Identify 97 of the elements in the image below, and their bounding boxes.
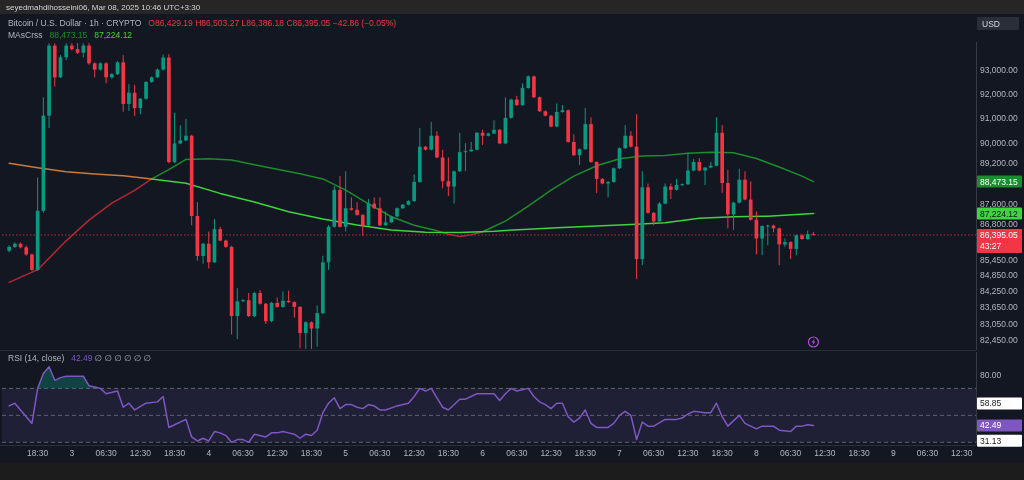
y-tick-label: 91,000.00 bbox=[980, 113, 1019, 124]
candlestick bbox=[452, 170, 456, 205]
chart-subtitle: O86,429.19 H86,503.27 L86,386.18 C86,395.05 −42.86 (−0.05%) bbox=[148, 18, 397, 28]
x-tick-label: 12:30 bbox=[129, 448, 152, 458]
candlestick bbox=[572, 133, 576, 157]
y-tick-label: 80.00 bbox=[980, 369, 1002, 380]
line-series bbox=[150, 178, 815, 234]
candlestick bbox=[737, 168, 742, 204]
chart-subtitle: 42.49 ∅ ∅ ∅ ∅ ∅ ∅ bbox=[71, 353, 152, 363]
x-tick-label: 12:30 bbox=[814, 448, 836, 458]
chart-title: RSI (14, close) bbox=[8, 353, 65, 363]
y-tick-label: 42.49 bbox=[980, 420, 1002, 431]
y-tick-label: 88,473.15 bbox=[980, 176, 1019, 187]
y-tick-label: 83,050.00 bbox=[980, 318, 1019, 329]
candlestick bbox=[623, 124, 628, 150]
x-tick-label: 06:30 bbox=[506, 448, 528, 458]
x-tick-label: 06:30 bbox=[779, 448, 802, 458]
y-axis-title: USD bbox=[982, 18, 1000, 29]
candlestick bbox=[104, 61, 108, 84]
candlestick bbox=[178, 124, 183, 145]
candlestick bbox=[355, 201, 359, 217]
candlestick bbox=[703, 166, 707, 186]
y-tick-label: 82,450.00 bbox=[980, 334, 1019, 345]
x-tick-label: 06:30 bbox=[95, 448, 118, 458]
x-tick-label: 4 bbox=[206, 448, 212, 458]
candlestick bbox=[686, 152, 690, 186]
x-tick-label: 18:30 bbox=[574, 448, 597, 458]
candlestick bbox=[87, 42, 91, 66]
candlestick bbox=[70, 42, 74, 51]
candlestick bbox=[446, 156, 451, 197]
x-tick-label: 06:30 bbox=[369, 448, 391, 458]
y-tick-label: 90,000.00 bbox=[980, 138, 1019, 149]
y-tick-label: 58.85 bbox=[980, 398, 1002, 409]
x-tick-label: 06:30 bbox=[643, 448, 665, 458]
candlestick bbox=[429, 121, 434, 151]
x-tick-label: 18:30 bbox=[848, 448, 870, 458]
candlestick bbox=[201, 242, 205, 265]
x-tick-label: 3 bbox=[69, 448, 75, 458]
chart-title: Bitcoin / U.S. Dollar · 1h · CRYPTO bbox=[8, 18, 142, 28]
x-tick-label: 12:30 bbox=[540, 448, 562, 458]
x-tick-label: 18:30 bbox=[163, 448, 186, 458]
candlestick bbox=[680, 182, 685, 187]
candlestick bbox=[315, 304, 319, 348]
y-tick-label: 87,600.00 bbox=[980, 198, 1019, 209]
x-tick-label: 5 bbox=[343, 448, 349, 458]
candlestick bbox=[184, 118, 188, 142]
x-tick-label: 06:30 bbox=[916, 448, 939, 458]
x-tick-label: 18:30 bbox=[437, 448, 460, 458]
candlestick bbox=[435, 130, 439, 159]
legend-title: MAsCrss bbox=[8, 30, 43, 40]
candlestick bbox=[343, 170, 348, 232]
ref-line-label: 86,395.05 43:27 bbox=[980, 229, 1019, 251]
x-tick-label: 7 bbox=[617, 448, 623, 458]
y-tick-label: 86,800.00 bbox=[980, 219, 1019, 230]
x-tick-label: 12:30 bbox=[951, 448, 973, 458]
candlestick bbox=[760, 224, 764, 256]
candlestick bbox=[748, 180, 753, 222]
line-series bbox=[8, 366, 815, 444]
candlestick bbox=[127, 83, 131, 112]
x-tick-label: 06:30 bbox=[232, 448, 254, 458]
text: 87,224.12 bbox=[94, 30, 133, 40]
y-tick-label: 84,250.00 bbox=[980, 286, 1019, 297]
candlestick bbox=[765, 224, 770, 246]
candlestick bbox=[743, 170, 747, 201]
candlestick bbox=[303, 320, 308, 350]
candlestick bbox=[235, 287, 240, 340]
line-series bbox=[150, 157, 438, 232]
candlestick bbox=[281, 290, 285, 309]
y-tick-label: 85,450.00 bbox=[980, 254, 1019, 265]
x-tick-label: 12:30 bbox=[403, 448, 426, 458]
x-tick-label: 6 bbox=[480, 448, 486, 458]
text: seyedmahdihosseini06, Mar 08, 2025 10:46 UTC+3:30 bbox=[6, 3, 201, 12]
candlestick bbox=[264, 302, 268, 325]
y-tick-label: 31.13 bbox=[980, 435, 1002, 446]
candlestick bbox=[457, 132, 462, 173]
candlestick bbox=[144, 80, 148, 101]
candlestick bbox=[349, 196, 354, 212]
x-tick-label: 12:30 bbox=[266, 448, 289, 458]
line-series bbox=[8, 178, 153, 284]
candlestick bbox=[378, 196, 382, 227]
y-tick-label: 84,850.00 bbox=[980, 270, 1019, 281]
x-tick-label: 18:30 bbox=[711, 448, 734, 458]
candlestick bbox=[246, 292, 251, 318]
text: 88,473.15 bbox=[49, 30, 88, 40]
x-tick-label: 18:30 bbox=[300, 448, 323, 458]
line-series bbox=[481, 151, 815, 233]
x-tick-label: 9 bbox=[890, 448, 896, 458]
line-series bbox=[8, 162, 153, 180]
x-tick-label: 12:30 bbox=[677, 448, 699, 458]
candlestick bbox=[412, 173, 416, 203]
x-tick-label: 18:30 bbox=[27, 448, 49, 458]
y-tick-label: 93,000.00 bbox=[980, 64, 1019, 75]
x-tick-label: 8 bbox=[754, 448, 760, 458]
y-tick-label: 89,200.00 bbox=[980, 158, 1019, 169]
y-tick-label: 92,000.00 bbox=[980, 88, 1019, 99]
y-tick-label: 83,650.00 bbox=[980, 302, 1019, 313]
y-tick-label: 87,224.12 bbox=[980, 208, 1019, 219]
